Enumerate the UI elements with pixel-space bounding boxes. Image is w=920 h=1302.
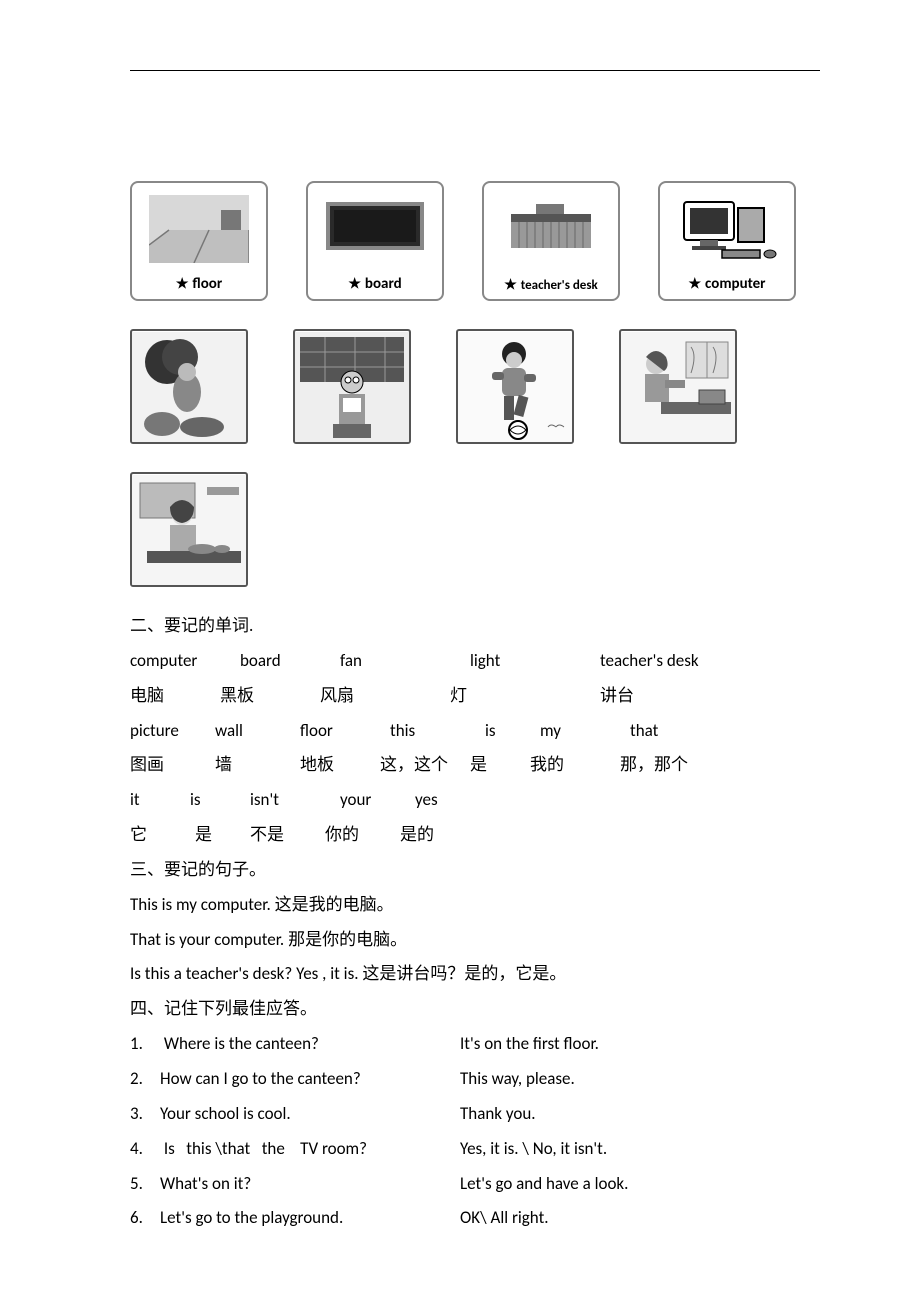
qa-answer: Yes, it is. \ No, it isn't. <box>460 1132 607 1167</box>
vocab-word: my <box>540 714 630 749</box>
vocab-word: this <box>390 714 485 749</box>
vocab-word: your <box>340 783 415 818</box>
star-icon: ★ <box>176 275 189 292</box>
vocab-row-cn: 电脑黑板风扇灯讲台 <box>130 679 820 714</box>
card-label: floor <box>192 275 222 293</box>
sentence: This is my computer. 这是我的电脑。 <box>130 888 820 923</box>
qa-answer: Thank you. <box>460 1097 536 1132</box>
vocab-word: floor <box>300 714 390 749</box>
vocab-word: yes <box>415 783 465 818</box>
vocab-word: 黑板 <box>220 679 320 714</box>
qa-question: Let's go to the playground. <box>160 1201 460 1236</box>
document-page: ★floor ★board <box>0 0 920 1302</box>
vocab-row-en: picturewallfloorthisismythat <box>130 714 820 749</box>
scene-teachers-office <box>619 329 737 444</box>
vocab-word: 我的 <box>530 748 620 783</box>
vocab-word: 那，那个 <box>620 748 710 783</box>
vocab-word: 是 <box>195 818 250 853</box>
card-board: ★board <box>306 181 444 301</box>
qa-question: Where is the canteen? <box>160 1027 460 1062</box>
vocab-word: 风扇 <box>320 679 450 714</box>
scene-library <box>293 329 411 444</box>
section4-title: 四、记住下列最佳应答。 <box>130 992 820 1027</box>
vocab-row-en: itisisn'tyouryes <box>130 783 820 818</box>
vocab-word: 讲台 <box>600 679 700 714</box>
vocab-word: light <box>470 644 600 679</box>
text-content: 二、要记的单词. computerboardfanlightteacher's … <box>130 609 820 1236</box>
qa-question: Your school is cool. <box>160 1097 460 1132</box>
qa-question: Is this \that the TV room? <box>160 1132 460 1167</box>
card-floor: ★floor <box>130 181 268 301</box>
vocab-word: board <box>240 644 340 679</box>
scene-playground <box>456 329 574 444</box>
vocab-word: it <box>130 783 190 818</box>
vocab-row-en: computerboardfanlightteacher's desk <box>130 644 820 679</box>
qa-number: 1. <box>130 1027 160 1062</box>
vocab-word: 不是 <box>250 818 325 853</box>
vocab-word: teacher's desk <box>600 644 740 679</box>
qa-answer: This way, please. <box>460 1062 575 1097</box>
vocab-word: 它 <box>130 818 195 853</box>
qa-row: 2.How can I go to the canteen?This way, … <box>130 1062 820 1097</box>
vocab-word: isn't <box>250 783 340 818</box>
qa-answer: Let's go and have a look. <box>460 1167 628 1202</box>
qa-list: 1. Where is the canteen?It's on the firs… <box>130 1027 820 1236</box>
qa-row: 4. Is this \that the TV room?Yes, it is.… <box>130 1132 820 1167</box>
qa-number: 5. <box>130 1167 160 1202</box>
computer-icon <box>660 183 794 275</box>
vocab-word: 你的 <box>325 818 400 853</box>
vocab-word: 是 <box>470 748 530 783</box>
card-label: computer <box>705 275 765 293</box>
vocab-word: 地板 <box>300 748 380 783</box>
vocab-row-cn: 图画墙地板这，这个是我的那，那个 <box>130 748 820 783</box>
vocab-word: is <box>190 783 250 818</box>
vocab-word: that <box>630 714 690 749</box>
vocab-word: computer <box>130 644 240 679</box>
vocab-word: 是的 <box>400 818 460 853</box>
vocab-row-cn: 它是不是你的是的 <box>130 818 820 853</box>
vocab-card-row: ★floor ★board <box>130 181 820 301</box>
card-computer: ★computer <box>658 181 796 301</box>
card-label: teacher's desk <box>521 278 598 293</box>
section3-title: 三、要记的句子。 <box>130 853 820 888</box>
floor-icon <box>132 183 266 275</box>
vocab-word: 灯 <box>450 679 600 714</box>
sentence: Is this a teacher's desk? Yes , it is. 这… <box>130 957 820 992</box>
qa-row: 1. Where is the canteen?It's on the firs… <box>130 1027 820 1062</box>
qa-answer: OK\ All right. <box>460 1201 549 1236</box>
qa-row: 5.What's on it? Let's go and have a look… <box>130 1167 820 1202</box>
scene-canteen <box>130 472 248 587</box>
vocab-word: 这，这个 <box>380 748 470 783</box>
sentence: That is your computer. 那是你的电脑。 <box>130 923 820 958</box>
qa-question: What's on it? <box>160 1167 460 1202</box>
scene-row <box>130 329 820 444</box>
qa-number: 4. <box>130 1132 160 1167</box>
qa-number: 6. <box>130 1201 160 1236</box>
vocab-word: picture <box>130 714 215 749</box>
vocab-word: 图画 <box>130 748 215 783</box>
star-icon: ★ <box>504 276 517 293</box>
card-label: board <box>365 275 402 293</box>
board-icon <box>308 183 442 275</box>
section2-title: 二、要记的单词. <box>130 609 820 644</box>
qa-answer: It's on the first floor. <box>460 1027 599 1062</box>
vocab-word: wall <box>215 714 300 749</box>
qa-number: 3. <box>130 1097 160 1132</box>
scene-garden <box>130 329 248 444</box>
qa-row: 3.Your school is cool.Thank you. <box>130 1097 820 1132</box>
qa-row: 6.Let's go to the playground.OK\ All rig… <box>130 1201 820 1236</box>
star-icon: ★ <box>688 275 701 292</box>
vocab-word: 墙 <box>215 748 300 783</box>
top-rule <box>130 70 820 71</box>
vocab-word: is <box>485 714 540 749</box>
vocab-word: 电脑 <box>130 679 220 714</box>
qa-question: How can I go to the canteen? <box>160 1062 460 1097</box>
star-icon: ★ <box>348 275 361 292</box>
qa-number: 2. <box>130 1062 160 1097</box>
teachers-desk-icon <box>484 183 618 276</box>
card-teachers-desk: ★ teacher's desk <box>482 181 620 301</box>
vocab-word: fan <box>340 644 470 679</box>
